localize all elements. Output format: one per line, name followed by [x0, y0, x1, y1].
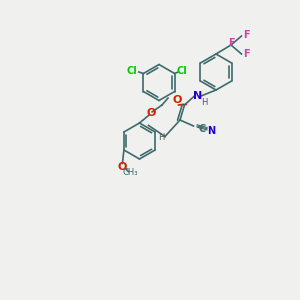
Text: F: F	[228, 38, 234, 48]
Text: F: F	[243, 49, 249, 59]
Text: N: N	[207, 126, 216, 136]
Text: H: H	[201, 98, 208, 107]
Text: Cl: Cl	[177, 65, 188, 76]
Text: CH₃: CH₃	[122, 168, 138, 177]
Text: F: F	[243, 29, 249, 40]
Text: Cl: Cl	[126, 65, 137, 76]
Text: O: O	[172, 94, 182, 105]
Text: C: C	[199, 124, 206, 134]
Text: N: N	[193, 91, 202, 101]
Text: O: O	[147, 107, 156, 118]
Text: O: O	[118, 162, 127, 172]
Text: H: H	[158, 134, 165, 142]
